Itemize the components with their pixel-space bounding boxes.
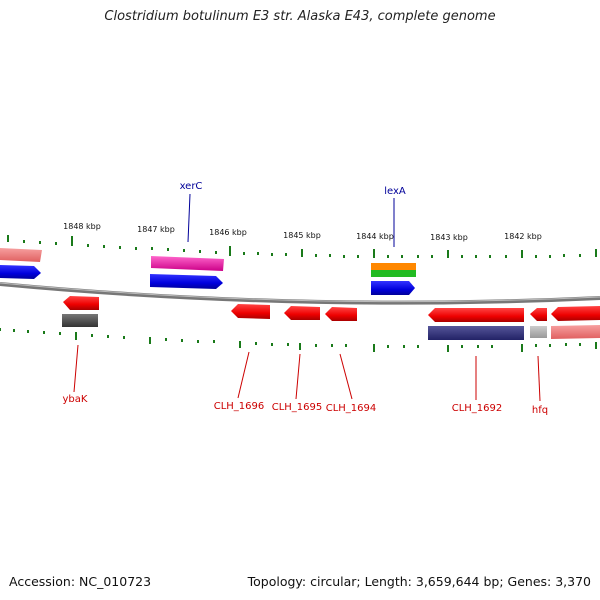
genome-backbone xyxy=(0,282,600,305)
kbp-label-1843: 1843 kbp xyxy=(430,233,468,242)
accession-text: Accession: NC_010723 xyxy=(9,574,152,589)
gene-label-CLH_1692: CLH_1692 xyxy=(452,403,503,414)
gene-feature-hfq-gray xyxy=(530,326,547,338)
gene-arrow-lexA xyxy=(371,281,415,295)
gene-label-CLH_1696: CLH_1696 xyxy=(214,401,265,412)
gene-label-CLH_1695: CLH_1695 xyxy=(272,402,323,413)
genome-summary-text: Topology: circular; Length: 3,659,644 bp… xyxy=(247,574,591,589)
gene-feature-salmon-left xyxy=(0,248,42,262)
gene-label-CLH_1694: CLH_1694 xyxy=(326,403,377,414)
kbp-label-1846: 1846 kbp xyxy=(209,228,247,237)
gene-arrow-CLH_1696 xyxy=(231,304,270,319)
kbp-label-1847: 1847 kbp xyxy=(137,225,175,234)
gene-arrow-xerC xyxy=(150,274,223,289)
kbp-label-1848: 1848 kbp xyxy=(63,222,101,231)
gene-arrow-CLH_1694 xyxy=(325,307,357,321)
gene-arrow-reverse-right xyxy=(551,306,600,321)
kbp-label-1845: 1845 kbp xyxy=(283,231,321,240)
gene-arrow-CLH_1695 xyxy=(284,306,320,320)
gene-feature-salmon-right xyxy=(551,325,600,339)
gene-feature-lexA-orange xyxy=(371,263,416,270)
gene-feature-CLH_1692-navy xyxy=(428,326,524,340)
gene-arrow-forward-left xyxy=(0,265,41,279)
gene-label-lexA: lexA xyxy=(384,186,406,197)
gene-feature-ybaK-gray xyxy=(62,314,98,327)
upper-tick-ruler xyxy=(7,235,597,258)
gene-label-ybaK: ybaK xyxy=(63,394,88,405)
page-title: Clostridium botulinum E3 str. Alaska E43… xyxy=(104,9,496,24)
lower-tick-ruler xyxy=(0,328,597,352)
gene-arrow-ybaK xyxy=(63,296,99,310)
gene-arrow-CLH_1692 xyxy=(428,308,524,322)
kbp-label-1842: 1842 kbp xyxy=(504,232,542,241)
gene-feature-lexA-green xyxy=(371,270,416,277)
kbp-label-1844: 1844 kbp xyxy=(356,232,394,241)
gene-arrow-hfq xyxy=(530,308,547,321)
gene-label-xerC: xerC xyxy=(180,181,203,192)
gene-label-hfq: hfq xyxy=(532,405,548,416)
gene-feature-xerC-pink xyxy=(151,256,224,271)
